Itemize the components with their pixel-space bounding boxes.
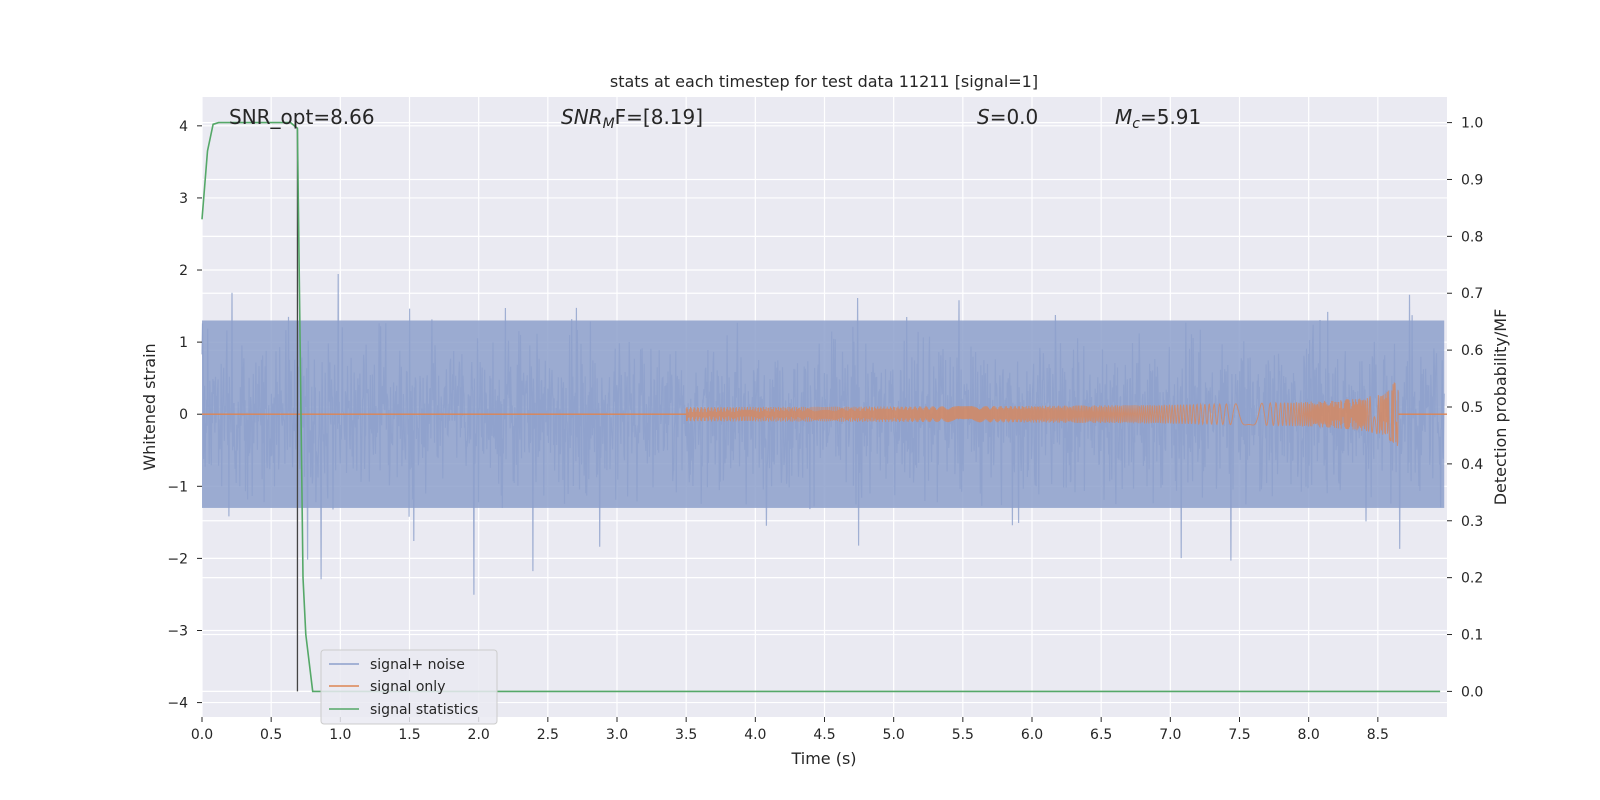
y-right-tick-label: 0.2 xyxy=(1461,571,1483,587)
legend-label-signal-noise: signal+ noise xyxy=(370,657,465,673)
x-tick-label: 0.0 xyxy=(191,727,213,743)
annotation-s: S=0.0 xyxy=(977,105,1038,129)
annotation-snr-mf: SNRMF=[8.19] xyxy=(561,105,703,132)
y-right-tick-label: 0.3 xyxy=(1461,514,1483,530)
annotation-s-main: S xyxy=(977,105,990,129)
y-left-tick-label: 4 xyxy=(179,119,188,135)
y-right-tick-label: 0.5 xyxy=(1461,400,1483,416)
y-right-tick-label: 1.0 xyxy=(1461,116,1483,132)
chart-title: stats at each timestep for test data 112… xyxy=(610,72,1038,91)
x-tick-label: 4.0 xyxy=(744,727,766,743)
x-tick-label: 7.0 xyxy=(1159,727,1181,743)
x-tick-label: 3.0 xyxy=(606,727,628,743)
annotation-snr-mf-tail: F=[8.19] xyxy=(615,105,703,129)
x-tick-label: 3.5 xyxy=(675,727,697,743)
y-left-tick-label: 1 xyxy=(179,335,188,351)
annotation-snr-mf-sub: M xyxy=(603,116,615,132)
y-left-tick-label: −4 xyxy=(167,696,188,712)
signal-only-series xyxy=(202,382,1447,447)
signal-only-chirp xyxy=(685,382,1399,447)
annotation-mc-tail: =5.91 xyxy=(1140,105,1201,129)
annotation-snr-mf-main: SNR xyxy=(561,105,603,129)
x-tick-label: 2.0 xyxy=(468,727,490,743)
legend-label-signal-only: signal only xyxy=(370,679,445,695)
y-left-tick-label: −1 xyxy=(167,479,188,495)
annotation-mc-main: M xyxy=(1115,105,1132,129)
y-right-tick-label: 0.0 xyxy=(1461,684,1483,700)
annotation-snr-opt: SNR_opt=8.66 xyxy=(229,105,375,129)
annotation-mc-sub: c xyxy=(1132,116,1140,132)
legend-label-signal-statistics: signal statistics xyxy=(370,702,478,718)
y-axis-left: 4 3 2 1 0 −1 −2 −3 −4 xyxy=(167,119,202,712)
y-left-tick-label: 2 xyxy=(179,263,188,279)
x-tick-label: 8.5 xyxy=(1367,727,1389,743)
x-tick-label: 8.0 xyxy=(1298,727,1320,743)
x-tick-label: 5.0 xyxy=(883,727,905,743)
y-right-tick-label: 0.6 xyxy=(1461,343,1483,359)
x-tick-label: 1.5 xyxy=(398,727,420,743)
legend-box xyxy=(320,649,498,725)
x-tick-label: 6.0 xyxy=(1021,727,1043,743)
legend: signal+ noise signal only signal statist… xyxy=(320,649,498,725)
y-left-tick-label: −3 xyxy=(167,623,188,639)
x-axis: 0.0 0.5 1.0 1.5 2.0 2.5 3.0 3.5 4.0 4.5 5.0 5.5 6.0 6… xyxy=(191,717,1389,743)
signal-statistics-series xyxy=(201,121,1441,693)
x-tick-label: 6.5 xyxy=(1090,727,1112,743)
y-axis-right: 1.0 0.9 0.8 0.7 0.6 0.5 0.4 0.3 0.2 0.1 0.0 xyxy=(1447,116,1483,700)
y-left-tick-label: 3 xyxy=(179,191,188,207)
y-axis-left-label: Whitened strain xyxy=(140,343,159,470)
y-right-tick-label: 0.8 xyxy=(1461,229,1483,245)
x-tick-label: 4.5 xyxy=(813,727,835,743)
annotation-s-tail: =0.0 xyxy=(990,105,1039,129)
y-right-tick-label: 0.4 xyxy=(1461,457,1483,473)
signal-statistics-line xyxy=(201,121,1441,693)
x-tick-label: 0.5 xyxy=(260,727,282,743)
x-axis-label: Time (s) xyxy=(790,749,856,768)
x-tick-label: 7.5 xyxy=(1228,727,1250,743)
y-right-tick-label: 0.1 xyxy=(1461,628,1483,644)
y-right-tick-label: 0.7 xyxy=(1461,286,1483,302)
y-right-tick-label: 0.9 xyxy=(1461,172,1483,188)
y-left-tick-label: 0 xyxy=(179,407,188,423)
x-tick-label: 5.5 xyxy=(952,727,974,743)
y-axis-right-label: Detection probability/MF xyxy=(1491,309,1510,506)
x-tick-label: 1.0 xyxy=(329,727,351,743)
annotation-mc: Mc=5.91 xyxy=(1115,105,1201,132)
x-tick-label: 2.5 xyxy=(537,727,559,743)
y-left-tick-label: −2 xyxy=(167,551,188,567)
